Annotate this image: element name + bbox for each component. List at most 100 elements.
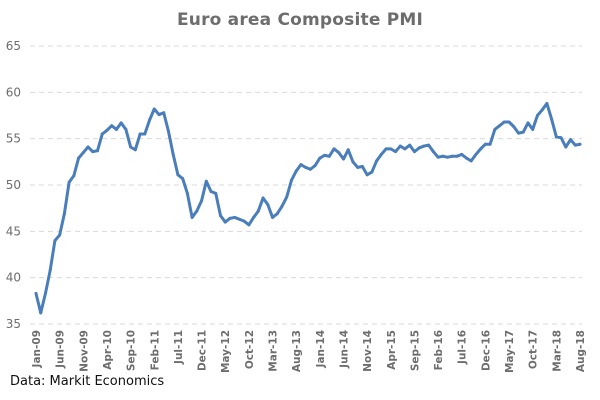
gridlines	[30, 45, 582, 325]
x-tick-label: Sep-15	[409, 330, 421, 371]
data-point	[157, 113, 161, 117]
data-point	[559, 136, 563, 140]
x-tick-label: Jan-09	[31, 330, 43, 368]
data-point	[408, 143, 412, 147]
data-point	[228, 216, 232, 220]
data-point	[337, 151, 341, 155]
data-point	[299, 163, 303, 167]
data-point	[540, 108, 544, 112]
data-point	[479, 147, 483, 151]
data-point	[521, 130, 525, 134]
data-point	[564, 145, 568, 149]
source-note: Data: Markit Economics	[10, 374, 165, 389]
data-point	[488, 142, 492, 146]
data-point	[493, 127, 497, 131]
data-point	[190, 215, 194, 219]
data-point	[384, 147, 388, 151]
x-tick-label: Aug-18	[575, 330, 587, 372]
data-point	[450, 154, 454, 158]
data-point	[252, 215, 256, 219]
data-point	[313, 164, 317, 168]
data-point	[48, 268, 52, 272]
data-point	[162, 111, 166, 115]
data-point	[550, 117, 554, 121]
data-point	[398, 144, 402, 148]
data-point	[460, 152, 464, 156]
data-point	[427, 143, 431, 147]
x-tick-label: Jun-14	[338, 330, 350, 369]
x-tick-label: Feb-16	[433, 330, 445, 370]
data-point	[308, 167, 312, 171]
data-point	[535, 114, 539, 117]
data-point	[129, 145, 133, 149]
data-point	[412, 150, 416, 154]
x-tick-label: Nov-09	[78, 330, 90, 372]
data-point	[370, 170, 374, 174]
data-point	[517, 131, 520, 135]
data-point	[58, 233, 62, 237]
data-point	[351, 160, 355, 164]
y-tick-label: 45	[6, 224, 21, 238]
data-point	[152, 107, 156, 111]
data-point	[280, 204, 284, 208]
data-point	[176, 173, 180, 177]
x-axis: Jan-09 Jun-09 Nov-09 Apr-10 Sep-10 Feb-11 Jul-…	[31, 330, 587, 373]
x-tick-label: Oct-12	[244, 330, 256, 369]
data-point	[195, 209, 199, 213]
data-point	[237, 217, 241, 221]
x-tick-label: Feb-11	[149, 330, 161, 370]
data-point	[247, 223, 251, 227]
x-tick-label: Dec-16	[480, 330, 492, 371]
data-point	[242, 219, 246, 223]
data-point	[318, 156, 322, 160]
x-tick-label: Jan-14	[315, 330, 327, 368]
data-point	[233, 215, 237, 219]
data-point	[394, 150, 398, 154]
data-point	[271, 215, 275, 219]
data-point	[360, 164, 364, 168]
data-point	[133, 148, 137, 152]
data-point	[441, 154, 445, 158]
data-point	[43, 291, 47, 295]
data-point	[214, 191, 218, 195]
data-point	[569, 138, 573, 142]
data-point	[181, 177, 185, 181]
data-point	[143, 132, 147, 136]
data-point	[573, 143, 577, 147]
data-point	[114, 127, 118, 131]
data-point	[100, 132, 104, 136]
data-point	[185, 191, 189, 195]
data-point	[545, 101, 549, 105]
data-point	[138, 132, 142, 136]
data-point	[554, 135, 558, 139]
data-point	[105, 128, 109, 132]
data-point	[266, 202, 270, 206]
data-point	[209, 189, 213, 193]
data-point	[483, 142, 487, 146]
y-tick-label: 35	[6, 317, 21, 331]
x-tick-label: Jun-09	[55, 330, 67, 369]
x-tick-label: Jul-16	[457, 330, 469, 365]
x-tick-label: Aug-13	[291, 330, 303, 372]
data-point	[531, 127, 535, 131]
data-point	[332, 147, 336, 151]
y-tick-label: 65	[6, 39, 21, 53]
x-tick-label: Mar-13	[268, 330, 280, 372]
data-point	[375, 159, 379, 163]
y-tick-label: 55	[6, 132, 21, 146]
data-point	[526, 121, 530, 125]
data-point	[166, 129, 170, 133]
series-line-composite-pmi	[34, 101, 582, 315]
data-point	[53, 239, 57, 243]
data-point	[67, 180, 71, 184]
data-point	[72, 174, 76, 178]
data-point	[289, 178, 293, 182]
data-point	[365, 173, 369, 177]
data-point	[148, 118, 152, 122]
x-tick-label: Apr-10	[102, 330, 114, 370]
x-tick-label: Apr-15	[386, 330, 398, 370]
data-point	[294, 169, 298, 173]
data-point	[275, 212, 279, 216]
x-tick-label: Dec-11	[197, 330, 209, 371]
y-tick-label: 40	[6, 271, 21, 285]
